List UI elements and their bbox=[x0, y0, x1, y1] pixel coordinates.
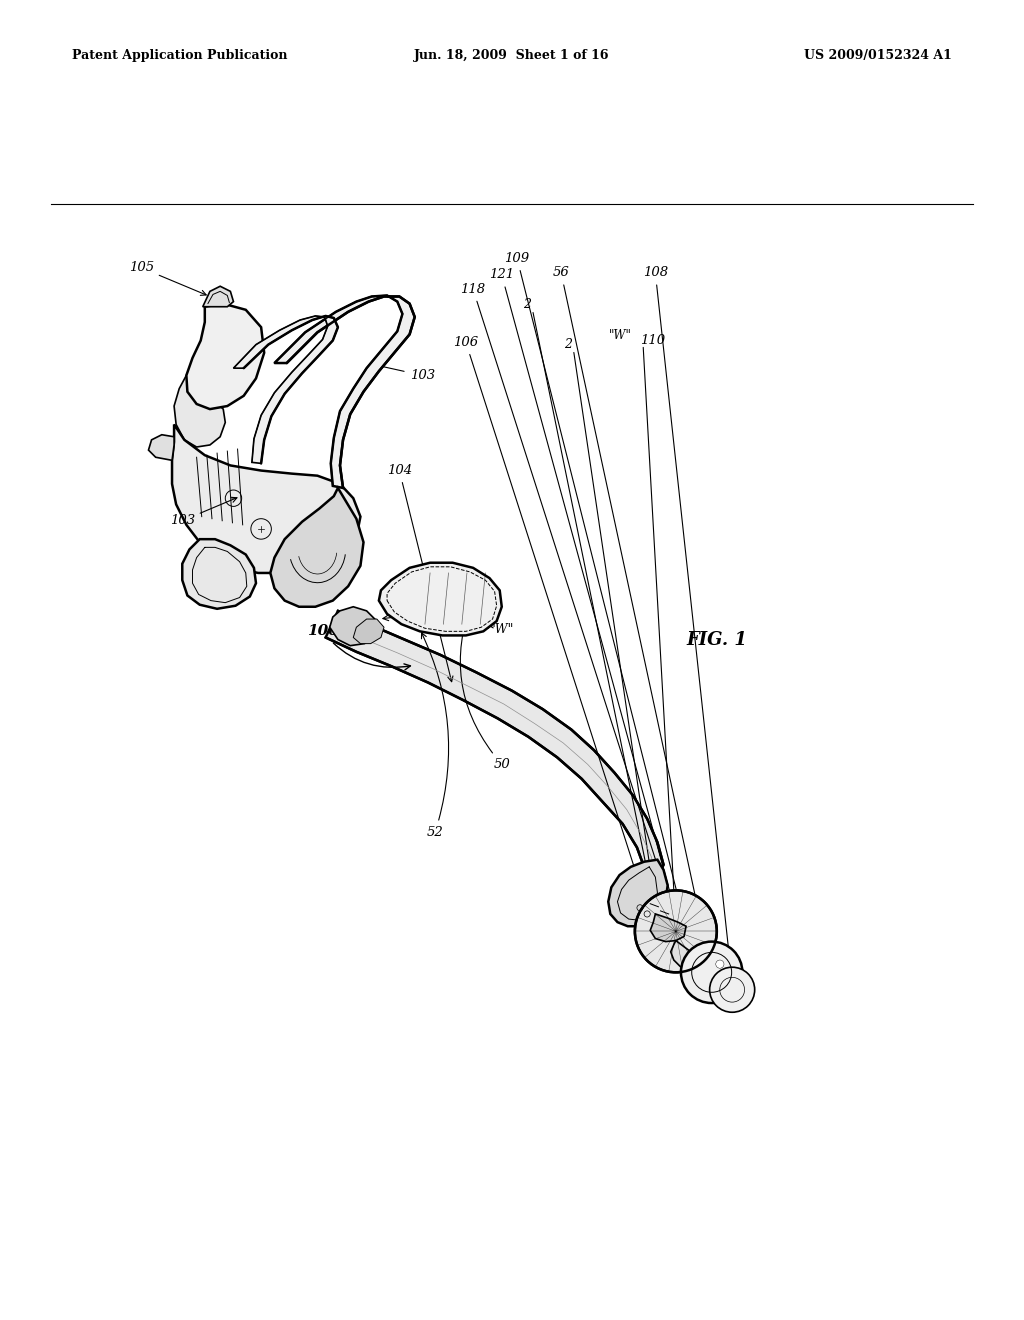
Text: 56: 56 bbox=[553, 267, 713, 969]
Text: US 2009/0152324 A1: US 2009/0152324 A1 bbox=[805, 49, 952, 62]
Circle shape bbox=[710, 968, 755, 1012]
Circle shape bbox=[681, 941, 742, 1003]
Polygon shape bbox=[608, 859, 668, 927]
Text: 106: 106 bbox=[454, 337, 640, 882]
Text: FIG. 1: FIG. 1 bbox=[686, 631, 748, 648]
Text: 110: 110 bbox=[640, 334, 666, 347]
Polygon shape bbox=[353, 619, 384, 644]
Polygon shape bbox=[274, 296, 415, 488]
Text: 103: 103 bbox=[371, 363, 435, 381]
Polygon shape bbox=[270, 488, 364, 607]
Text: 105: 105 bbox=[129, 261, 206, 296]
Polygon shape bbox=[182, 539, 256, 609]
Polygon shape bbox=[203, 286, 233, 306]
Text: Jun. 18, 2009  Sheet 1 of 16: Jun. 18, 2009 Sheet 1 of 16 bbox=[415, 49, 609, 62]
Text: 100: 100 bbox=[306, 624, 411, 671]
Polygon shape bbox=[330, 607, 377, 645]
Text: 121: 121 bbox=[489, 268, 688, 956]
Circle shape bbox=[716, 960, 724, 969]
Text: "W": "W" bbox=[489, 623, 514, 636]
Text: "W": "W" bbox=[609, 329, 632, 342]
Polygon shape bbox=[174, 375, 225, 447]
Text: 2: 2 bbox=[523, 298, 531, 312]
Text: 118: 118 bbox=[461, 282, 684, 945]
Text: Patent Application Publication: Patent Application Publication bbox=[72, 49, 287, 62]
Polygon shape bbox=[148, 434, 174, 461]
Text: 54: 54 bbox=[422, 607, 438, 620]
Polygon shape bbox=[233, 315, 338, 463]
Polygon shape bbox=[671, 941, 707, 975]
Polygon shape bbox=[186, 304, 264, 409]
Polygon shape bbox=[172, 425, 360, 573]
Ellipse shape bbox=[635, 891, 717, 973]
Text: 102: 102 bbox=[221, 573, 246, 603]
Text: 109: 109 bbox=[505, 252, 696, 965]
Polygon shape bbox=[326, 611, 664, 894]
Polygon shape bbox=[379, 562, 502, 635]
Text: 2: 2 bbox=[564, 338, 572, 351]
Polygon shape bbox=[650, 913, 686, 941]
Text: 52: 52 bbox=[422, 632, 449, 838]
Text: 103: 103 bbox=[170, 498, 237, 527]
Text: 104: 104 bbox=[387, 465, 453, 681]
Text: 50: 50 bbox=[461, 602, 510, 771]
Text: 108: 108 bbox=[643, 267, 734, 978]
